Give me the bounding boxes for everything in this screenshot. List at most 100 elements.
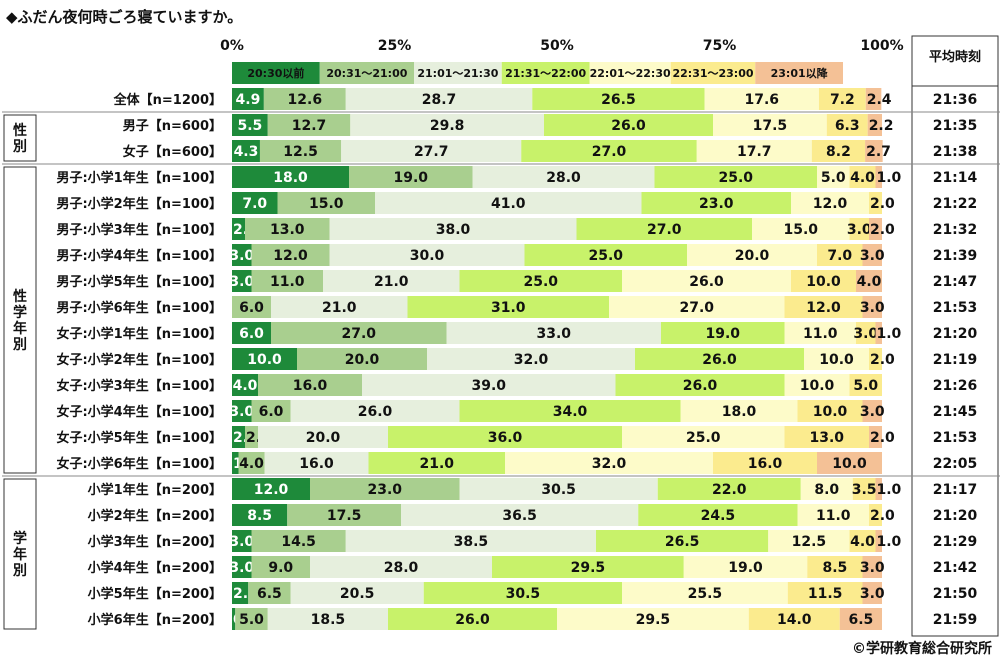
legend-swatch [232,62,320,84]
bar-segment [232,556,252,578]
group-label-char: 学 [13,304,27,321]
row-label: 小学2年生【n=200】 [88,508,222,524]
legend-label: 20:30以前 [247,66,304,80]
bar-segment [258,374,362,396]
average-time: 21:26 [933,378,978,394]
bar-segment [869,192,882,214]
x-tick-label: 25% [378,38,412,54]
bar-segment [654,166,817,188]
row-label: 男子:小学4年生【n=100】 [56,248,222,264]
bar-segment [232,426,245,448]
bar-value-label: 10.0 [819,352,854,368]
bar-value-label: 14.0 [777,612,812,628]
bar-segment [800,478,853,500]
bar-value-label: 3.0 [860,404,885,420]
bar-value-label: 20.0 [735,248,770,264]
bar-segment [797,400,863,422]
bar-segment [245,218,330,240]
average-time: 22:05 [933,456,978,472]
average-time: 21:20 [933,508,978,524]
bar-segment [388,426,622,448]
bar-segment [349,166,473,188]
bar-segment [235,608,268,630]
bar-value-label: 10.0 [806,274,841,290]
legend-label: 21:31～22:00 [505,67,586,80]
bar-segment [875,478,882,500]
bar-segment [862,582,882,604]
bar-value-label: 5.5 [237,118,262,134]
bar-value-label: 41.0 [491,196,526,212]
bar-value-label: 30.0 [410,248,445,264]
bar-segment [797,504,869,526]
bar-segment [345,88,533,110]
bar-segment [784,296,863,318]
bar-segment [297,348,427,370]
bar-segment [661,322,785,344]
bar-segment [641,192,791,214]
bar-value-label: 14.5 [281,534,316,550]
bar-segment [277,192,375,214]
bar-segment [259,140,342,162]
bar-segment [818,88,866,110]
bar-value-label: 10.0 [832,456,867,472]
bar-value-label: 29.5 [636,612,671,628]
group-label-char: 性 [13,122,27,139]
bar-segment [459,270,622,292]
bar-value-label: 29.5 [571,560,606,576]
legend-swatch [755,62,843,84]
bar-value-label: 34.0 [553,404,588,420]
bar-value-label: 30.5 [541,482,576,498]
bar-value-label: 3.0 [229,560,254,576]
bar-value-label: 26.0 [702,352,737,368]
bar-segment [248,582,291,604]
bar-value-label: 4.3 [234,144,259,160]
row-label: 女子:小学6年生【n=100】 [56,456,222,472]
bar-segment [238,452,265,474]
bar-value-label: 30.5 [506,586,541,602]
row-label: 男子:小学6年生【n=100】 [56,300,222,316]
row-label: 女子:小学2年生【n=100】 [56,352,222,368]
row-label: 全体【n=1200】 [113,92,222,108]
bar-segment [622,426,785,448]
bar-segment [784,426,869,448]
bar-value-label: 6.0 [239,300,264,316]
row-label: 女子:小学3年生【n=100】 [56,378,222,394]
bar-segment [869,426,882,448]
bar-segment [232,322,271,344]
bar-value-label: 27.0 [341,326,376,342]
bar-segment [862,400,882,422]
x-tick-label: 100% [860,38,903,54]
bar-value-label: 3.0 [853,326,878,342]
average-time: 21:14 [933,170,978,186]
bar-segment [867,114,882,136]
bar-segment [232,244,252,266]
average-time: 21:47 [933,274,978,290]
bar-segment [696,140,812,162]
bar-value-label: 16.0 [299,456,334,472]
bar-value-label: 3.0 [860,560,885,576]
bar-value-label: 17.5 [753,118,788,134]
average-time: 21:42 [933,560,978,576]
bar-segment [267,114,351,136]
group-label-char: 学 [13,530,27,547]
bar-segment [807,556,863,578]
bar-value-label: 26.5 [601,92,636,108]
bar-segment [532,88,705,110]
bar-value-label: 12.5 [792,534,827,550]
bar-value-label: 3.0 [229,534,254,550]
bar-value-label: 3.0 [847,222,872,238]
legend-label: 21:01～21:30 [417,67,498,80]
average-column-frame [911,35,999,637]
bar-value-label: 4.0 [850,170,875,186]
bar-segment [704,88,819,110]
group-label-char: 別 [12,563,27,579]
bar-segment [287,504,401,526]
average-time: 21:38 [933,144,978,160]
bar-value-label: 11.0 [270,274,305,290]
bar-segment [263,88,346,110]
bar-segment [232,88,264,110]
bar-segment [826,114,868,136]
bar-value-label: 39.0 [471,378,506,394]
bar-value-label: 11.0 [816,508,851,524]
